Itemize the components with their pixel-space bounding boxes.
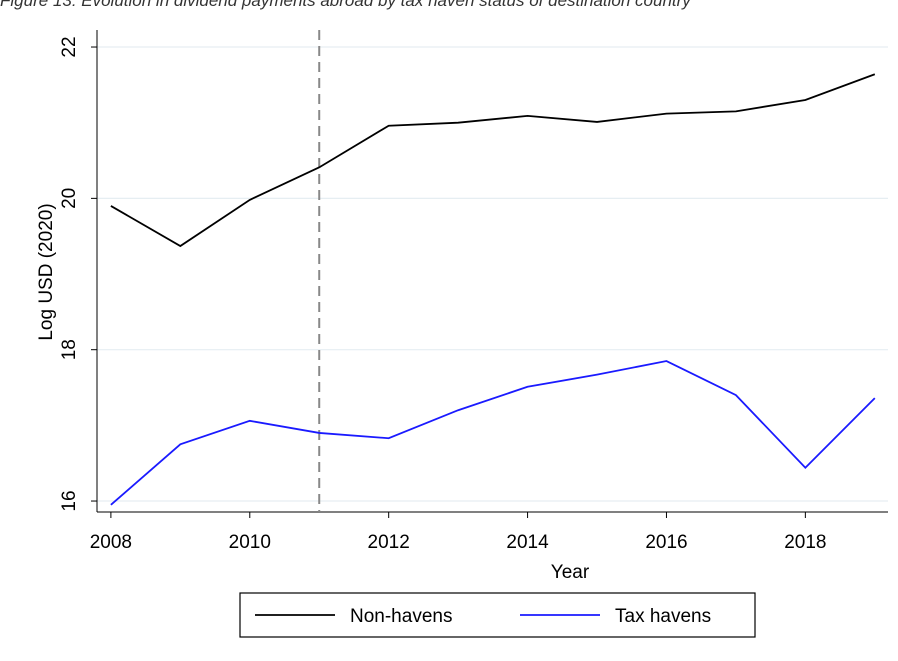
series-line bbox=[110, 360, 876, 506]
y-tick-label: 18 bbox=[59, 339, 80, 360]
y-tick-label: 22 bbox=[59, 36, 80, 57]
series-line bbox=[110, 73, 876, 248]
x-tick-label: 2014 bbox=[506, 532, 549, 553]
chart-title: Figure 13: Evolution in dividend payment… bbox=[0, 0, 692, 10]
x-axis-label: Year bbox=[551, 562, 590, 583]
y-tick-label: 20 bbox=[59, 188, 80, 209]
y-axis-label: Log USD (2020) bbox=[36, 203, 57, 340]
x-tick-label: 2018 bbox=[784, 532, 826, 553]
legend-label: Tax havens bbox=[615, 606, 711, 627]
x-tick-label: 2008 bbox=[90, 532, 132, 553]
y-tick-label: 16 bbox=[59, 490, 80, 511]
legend-box bbox=[239, 592, 756, 638]
x-tick-label: 2012 bbox=[368, 532, 410, 553]
legend-label: Non-havens bbox=[350, 606, 452, 627]
x-tick-label: 2010 bbox=[229, 532, 271, 553]
x-tick-label: 2016 bbox=[645, 532, 687, 553]
